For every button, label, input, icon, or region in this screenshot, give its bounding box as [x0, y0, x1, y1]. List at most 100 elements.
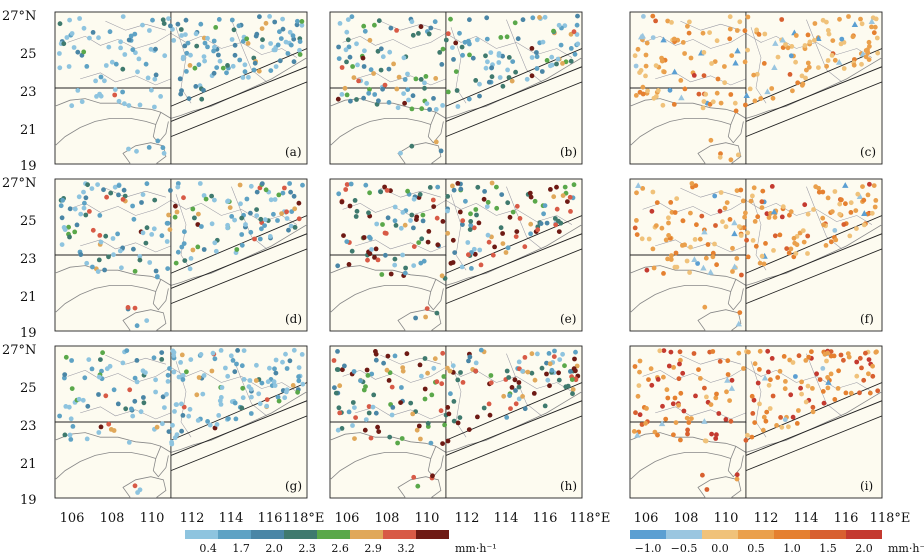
station-marker: [159, 350, 165, 355]
colorbar-swatch: [702, 530, 738, 539]
station-marker: [341, 233, 346, 239]
station-marker: [700, 105, 706, 111]
station-marker: [671, 432, 676, 438]
station-marker: [103, 233, 109, 239]
station-marker: [643, 73, 648, 79]
station-marker: [451, 399, 457, 404]
station-marker: [218, 348, 224, 353]
station-marker: [218, 395, 224, 400]
station-marker: [198, 21, 204, 27]
station-marker: [702, 385, 707, 391]
station-marker: [825, 350, 830, 356]
station-marker: [398, 225, 404, 231]
station-marker: [839, 36, 845, 42]
station-marker: [240, 385, 246, 391]
station-marker: [419, 373, 424, 379]
station-marker: [572, 356, 577, 362]
station-marker: [87, 209, 92, 214]
lat-tick-23: 23: [20, 85, 37, 100]
station-marker: [816, 189, 822, 195]
peninsula-coast: [152, 446, 169, 478]
station-marker: [151, 226, 157, 232]
station-marker: [430, 473, 435, 479]
station-marker: [790, 414, 796, 420]
station-marker: [296, 378, 302, 384]
station-marker: [159, 357, 165, 362]
station-marker: [801, 239, 807, 245]
station-marker: [854, 226, 859, 232]
station-marker: [232, 52, 238, 58]
station-marker: [441, 374, 447, 379]
station-marker: [539, 365, 545, 371]
station-marker: [96, 430, 102, 435]
station-marker: [371, 71, 376, 76]
station-marker: [737, 19, 743, 25]
station-marker: [139, 200, 144, 205]
station-marker: [710, 349, 716, 354]
station-marker: [373, 246, 379, 252]
station-marker: [650, 13, 656, 19]
station-marker: [643, 52, 649, 58]
station-marker: [492, 244, 497, 250]
station-marker: [272, 366, 277, 372]
station-marker: [544, 220, 550, 226]
station-marker: [512, 20, 518, 26]
station-marker: [717, 208, 723, 214]
station-marker: [398, 150, 403, 156]
station-marker: [124, 348, 130, 353]
station-marker: [713, 223, 718, 228]
station-marker: [179, 352, 185, 358]
station-marker: [212, 240, 218, 246]
coastal-strip-lower: [170, 248, 307, 305]
station-marker: [814, 371, 819, 377]
station-marker: [149, 87, 154, 93]
station-marker: [468, 211, 473, 217]
province-border: [680, 187, 741, 198]
station-marker: [688, 55, 694, 61]
station-marker: [710, 99, 716, 105]
station-marker: [455, 104, 461, 109]
station-marker: [366, 410, 372, 416]
station-marker: [123, 406, 129, 412]
station-marker: [573, 349, 578, 355]
station-marker: [781, 354, 787, 359]
station-marker: [702, 438, 708, 444]
station-marker: [371, 392, 377, 398]
station-marker: [365, 257, 370, 263]
station-marker: [802, 202, 808, 208]
station-marker: [254, 189, 260, 195]
lat-axis-row1: 27°N 25 23 21 19: [2, 9, 37, 174]
station-marker: [297, 47, 302, 53]
station-marker: [427, 107, 432, 112]
station-marker: [855, 191, 861, 197]
station-marker: [835, 386, 841, 391]
station-marker: [225, 63, 230, 68]
station-marker: [469, 266, 474, 271]
station-marker: [665, 395, 671, 401]
station-marker: [345, 17, 351, 22]
station-marker: [680, 218, 686, 224]
station-marker: [69, 358, 74, 363]
colorbar-swatch: [218, 530, 251, 539]
station-marker: [728, 157, 734, 163]
station-marker: [352, 198, 358, 203]
station-marker: [544, 58, 550, 63]
station-marker: [460, 218, 466, 224]
station-marker: [489, 74, 495, 80]
station-marker: [823, 243, 829, 248]
panel-label: (h): [560, 479, 577, 493]
station-marker: [560, 351, 565, 357]
station-marker: [378, 46, 384, 52]
station-marker: [72, 229, 78, 235]
station-marker: [486, 79, 492, 85]
station-marker: [552, 348, 557, 354]
station-marker: [869, 210, 875, 216]
station-marker: [235, 348, 241, 353]
station-marker: [225, 222, 231, 228]
station-marker: [660, 36, 667, 43]
station-marker: [542, 203, 548, 209]
station-marker: [275, 218, 280, 223]
station-marker: [825, 385, 831, 391]
lat-tick-21: 21: [20, 457, 37, 472]
station-marker: [153, 268, 159, 274]
